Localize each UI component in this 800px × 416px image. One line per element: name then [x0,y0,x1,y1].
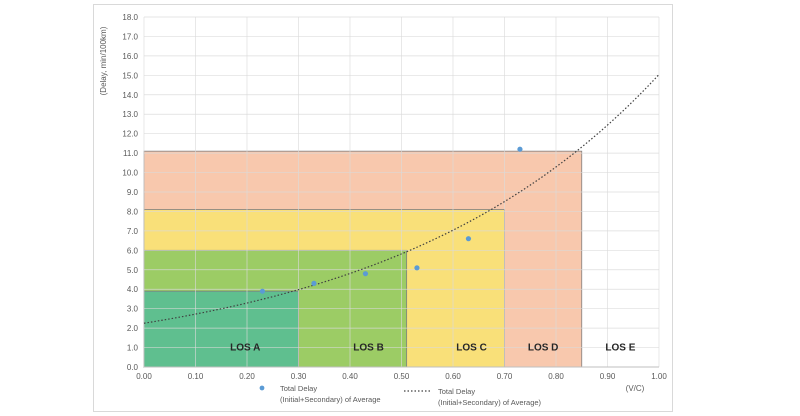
x-tick-label: 1.00 [651,372,667,381]
x-tick-label: 0.50 [394,372,410,381]
y-tick-label: 2.0 [127,324,139,333]
y-tick-labels: 0.0 1.0 2.0 3.0 4.0 5.0 6.0 7.0 8.0 9.0 10.0 11.0 12… [122,13,138,372]
data-point [465,236,472,242]
x-tick-label: 0.80 [548,372,564,381]
y-tick-label: 4.0 [127,285,139,294]
data-point [517,146,523,152]
y-tick-label: 1.0 [127,344,139,353]
los-labels: LOS A LOS B LOS C LOS D LOS E [230,343,636,354]
legend-label-trendline: (Initial+Secondary) of Average) [438,398,542,407]
delay-vs-vc-chart: LOS A LOS B LOS C LOS D LOS E 0.00 0.10 0.20 0.… [99,13,667,407]
y-tick-label: 6.0 [127,246,139,255]
y-tick-label: 12.0 [122,130,138,139]
los-label-los-a: LOS A [230,343,260,354]
x-tick-label: 0.90 [600,372,616,381]
y-tick-label: 7.0 [127,227,139,236]
y-tick-label: 14.0 [122,91,138,100]
x-tick-label: 0.60 [445,372,461,381]
data-points [259,146,523,294]
x-tick-label: 0.00 [136,372,152,381]
grid-lines [143,16,660,368]
y-tick-label: 11.0 [123,149,139,158]
data-point [259,288,266,294]
trendline [143,74,660,324]
y-tick-label: 5.0 [127,266,139,275]
los-zones [143,150,583,368]
data-point [311,280,317,286]
los-label-los-d: LOS D [528,343,559,354]
x-tick-label: 0.20 [239,372,255,381]
data-point [362,271,369,277]
y-tick-label: 15.0 [122,71,138,80]
y-tick-label: 3.0 [127,305,139,314]
los-label-los-b: LOS B [353,343,384,354]
data-point [414,265,420,271]
legend-marker-scatter [259,385,265,391]
x-tick-labels: 0.00 0.10 0.20 0.30 0.40 0.50 0.60 0.70 0.80 0.90… [136,372,667,381]
x-axis-title: (V/C) [626,384,645,393]
x-tick-label: 0.70 [497,372,513,381]
x-tick-label: 0.40 [342,372,358,381]
y-tick-label: 8.0 [127,207,139,216]
los-zone-los-a [143,290,299,368]
los-label-los-c: LOS C [456,343,487,354]
y-tick-label: 18.0 [122,13,138,22]
trendline-path [143,74,660,324]
x-tick-label: 0.30 [291,372,307,381]
x-tick-label: 0.10 [188,372,204,381]
los-label-los-e: LOS E [605,343,635,354]
y-tick-label: 13.0 [122,110,138,119]
y-tick-label: 0.0 [127,363,139,372]
y-tick-label: 17.0 [122,32,138,41]
chart-frame: LOS A LOS B LOS C LOS D LOS E 0.00 0.10 0.20 0.… [93,4,673,412]
legend-label-scatter: Total Delay [280,384,317,393]
legend-label-scatter: (Initial+Secondary) of Average [280,395,381,404]
y-tick-label: 16.0 [122,52,138,61]
legend: Total Delay (Initial+Secondary) of Averag… [259,384,542,407]
y-tick-label: 10.0 [122,169,138,178]
y-axis-title: (Delay, min/100km) [99,26,108,95]
legend-label-trendline: Total Delay [438,387,475,396]
y-tick-label: 9.0 [127,188,139,197]
